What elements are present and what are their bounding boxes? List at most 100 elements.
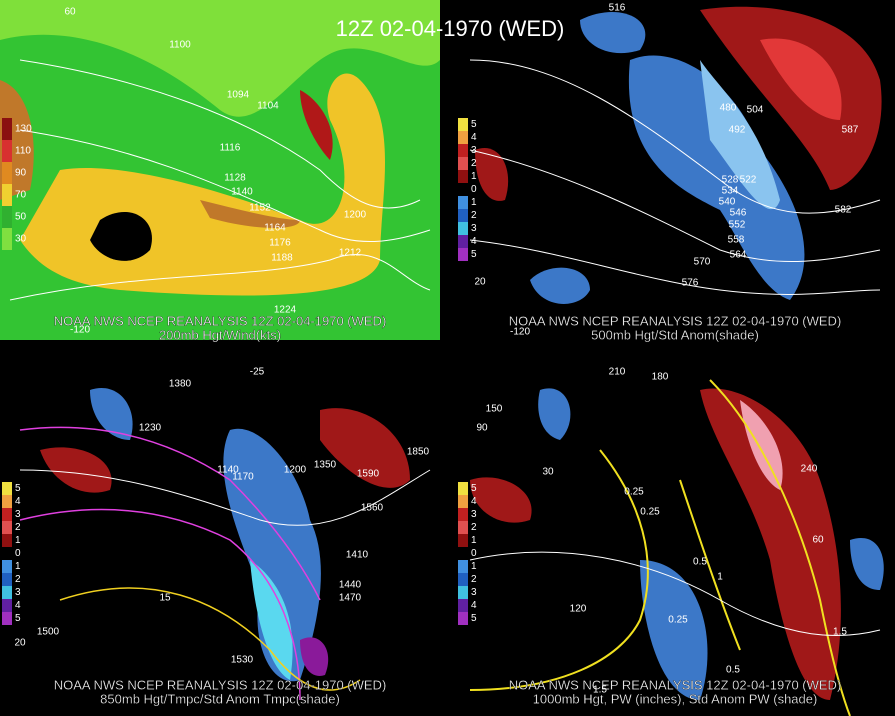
legend-label: 5 [15, 483, 21, 494]
legend-swatch [458, 547, 468, 560]
contour [19, 59, 421, 209]
contour-label: 210 [609, 367, 626, 378]
contour-label: 1500 [37, 627, 60, 638]
contour-label: 528 [722, 175, 739, 186]
legend-swatch [458, 183, 468, 196]
contour-label: -120 [70, 325, 90, 336]
legend-label: 0 [15, 548, 21, 559]
contour-label: 492 [729, 125, 746, 136]
legend-swatch [458, 560, 468, 573]
panel-500mb [455, 0, 895, 340]
legend-label: 50 [15, 212, 27, 223]
legend-label: 90 [15, 168, 27, 179]
legend-label: 5 [471, 483, 477, 494]
legend-swatch [2, 599, 12, 612]
legend-label: 4 [471, 496, 477, 507]
legend-swatch [458, 482, 468, 495]
legend-label: 5 [471, 249, 477, 260]
legend-swatch [458, 157, 468, 170]
contour-label: 1440 [339, 580, 362, 591]
anomaly-shade [300, 637, 329, 676]
contour-label: 20 [474, 277, 486, 288]
contour-label: 60 [812, 535, 824, 546]
contour-label: 0.25 [668, 615, 688, 626]
legend-swatch [458, 196, 468, 209]
legend-label: 3 [471, 587, 477, 598]
contour-label: 516 [609, 3, 626, 14]
anomaly-shade [90, 388, 133, 440]
contour-label: 1152 [249, 203, 271, 214]
wind-shade [200, 200, 300, 228]
legend-label: 4 [15, 600, 21, 611]
contour-label: 1212 [339, 248, 362, 259]
panel-850mb [0, 372, 440, 716]
legend-label: 1 [471, 535, 477, 546]
legend-label: 0 [471, 184, 477, 195]
contour-label: 1188 [271, 253, 293, 264]
contour-label: 1200 [344, 210, 367, 221]
contour-label: 90 [476, 423, 488, 434]
contour [469, 551, 881, 637]
contour-label: 1.5 [593, 685, 607, 696]
anomaly-shade [250, 560, 293, 680]
legend-label: 5 [471, 119, 477, 130]
legend-swatch [2, 560, 12, 573]
contour-label: 1176 [269, 238, 291, 249]
contour-label: 1224 [274, 305, 297, 316]
legend-swatch [458, 573, 468, 586]
contour [19, 129, 431, 242]
legend-swatch [458, 521, 468, 534]
legend-swatch [2, 495, 12, 508]
legend-swatch [458, 599, 468, 612]
anomaly-shade [760, 38, 842, 120]
anomaly-shade [740, 400, 783, 490]
contour-label: 564 [730, 250, 747, 261]
legend-swatch [458, 586, 468, 599]
legend-label: 4 [15, 496, 21, 507]
contour-label: -120 [510, 327, 530, 338]
legend-swatch [2, 573, 12, 586]
contour [469, 239, 881, 295]
legend-swatch [458, 131, 468, 144]
contour-label: 558 [728, 235, 745, 246]
legend-swatch [2, 118, 12, 140]
legend-swatch [458, 534, 468, 547]
anomaly-shade [700, 388, 841, 700]
anomaly-shade [475, 148, 509, 201]
anomaly-shade [640, 560, 708, 700]
contour-label: 540 [719, 197, 736, 208]
panel-subtitle: 200mb Hgt/Wind(kts) [159, 327, 281, 342]
contour-label: 1410 [346, 550, 369, 561]
contour-label: 480 [720, 103, 737, 114]
contour-label: 1470 [339, 593, 362, 604]
panel-subtitle: 850mb Hgt/Tmpc/Std Anom Tmpc(shade) [100, 691, 340, 706]
contour-label: 1140 [217, 465, 239, 476]
contour [9, 254, 431, 301]
legend-label: 4 [471, 600, 477, 611]
legend-label: 5 [15, 613, 21, 624]
anomaly-shade [470, 477, 532, 523]
contour-label: 1104 [257, 101, 279, 112]
contour-label: 1590 [357, 469, 380, 480]
anomaly-shade [40, 447, 112, 493]
legend-label: 1 [471, 197, 477, 208]
temp-contour [19, 426, 321, 601]
legend-label: 1 [471, 561, 477, 572]
legend-swatch [2, 228, 12, 250]
legend-swatch [2, 521, 12, 534]
legend-swatch [2, 508, 12, 521]
legend-swatch [2, 612, 12, 625]
anomaly-shade [700, 6, 882, 190]
legend-label: 3 [471, 145, 477, 156]
contour-label: 1116 [220, 143, 241, 154]
contour-label: 0.25 [624, 487, 644, 498]
legend-label: 130 [15, 124, 32, 135]
legend-swatch [458, 508, 468, 521]
contour-label: 180 [652, 372, 669, 383]
contour-label: 15 [159, 593, 171, 604]
legend-swatch [2, 206, 12, 228]
contour-label: 587 [842, 125, 859, 136]
contour-label: 120 [570, 604, 587, 615]
contour-label: -25 [250, 367, 265, 378]
